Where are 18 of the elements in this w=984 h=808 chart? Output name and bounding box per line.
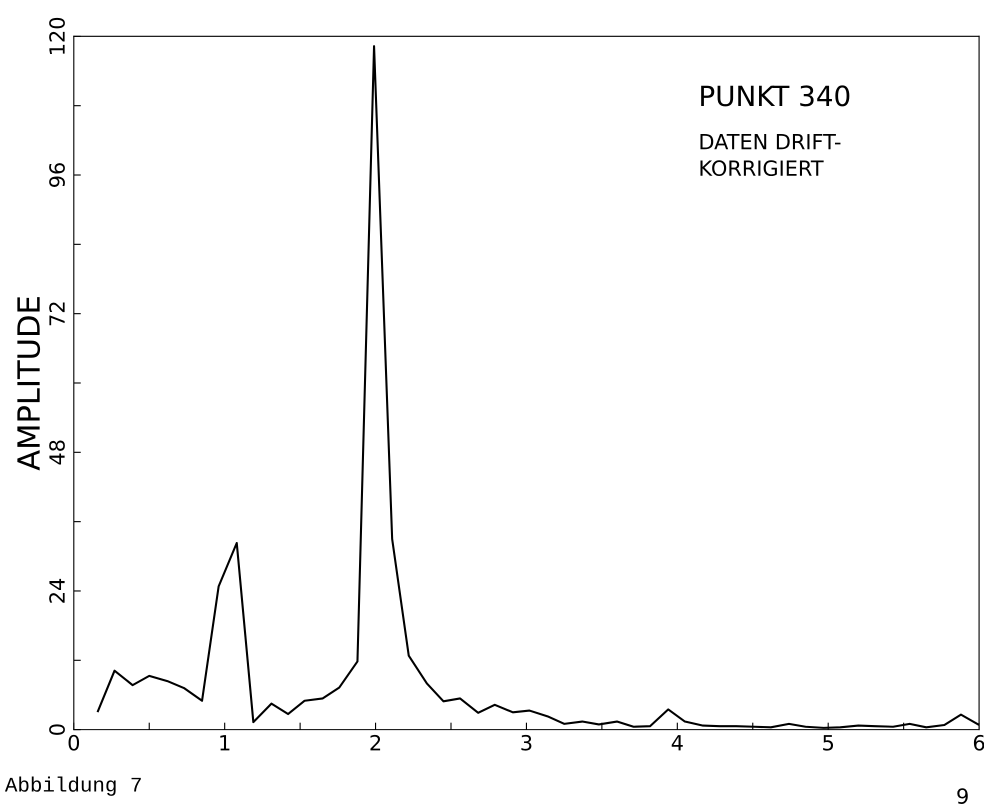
text: 9: [957, 788, 968, 804]
text: PUNKT 340: [701, 85, 850, 106]
x-tick-label: 3: [521, 734, 532, 751]
x-tick-label: 1: [220, 735, 230, 750]
x-tick-label: 0: [68, 734, 80, 751]
x-tick-label: 6: [974, 734, 984, 751]
text: DATEN DRIFT- KORRIGIERT: [700, 134, 840, 176]
y-tick-label: 120: [49, 18, 65, 54]
x-tick-label: 5: [823, 735, 834, 751]
y-tick-label: 96: [49, 163, 65, 187]
x-tick-label: 4: [672, 735, 683, 750]
text: Abbildung 7: [4, 776, 141, 796]
y-tick-label: 48: [49, 440, 65, 465]
y-tick-label: 0: [49, 724, 65, 735]
y-axis-title: AMPLITUDE: [17, 297, 40, 471]
y-tick-label: 24: [49, 578, 65, 603]
x-tick-label: 2: [370, 734, 380, 750]
y-tick-label: 72: [49, 302, 65, 326]
